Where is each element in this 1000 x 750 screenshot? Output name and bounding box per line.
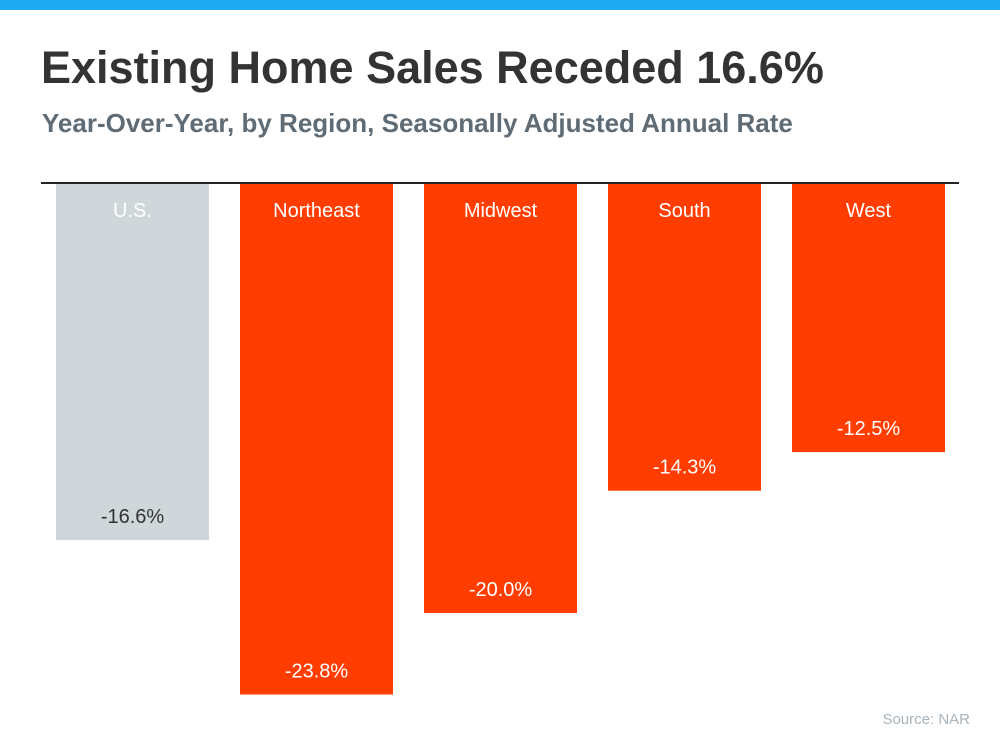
value-label-west: -12.5% [837, 418, 901, 440]
value-label-u-s: -16.6% [101, 506, 165, 528]
bar-west [792, 184, 945, 453]
bar-northeast [240, 184, 393, 695]
category-label-northeast: Northeast [273, 200, 360, 222]
value-label-midwest: -20.0% [469, 579, 533, 601]
value-label-northeast: -23.8% [285, 661, 349, 683]
top-accent-bar [0, 0, 1000, 10]
value-label-south: -14.3% [653, 457, 717, 479]
category-label-west: West [846, 200, 892, 222]
bar-u-s [56, 184, 209, 541]
category-label-south: South [658, 200, 710, 222]
chart-subtitle: Year-Over-Year, by Region, Seasonally Ad… [42, 108, 793, 138]
chart-title: Existing Home Sales Receded 16.6% [41, 42, 824, 93]
category-label-midwest: Midwest [464, 200, 538, 222]
bar-midwest [424, 184, 577, 613]
bar-south [608, 184, 761, 491]
category-label-u-s: U.S. [113, 200, 152, 222]
source-note: Source: NAR [882, 711, 970, 728]
bar-group: U.S. -16.6% Northeast -23.8% Midwest -20.0% So… [56, 184, 945, 695]
